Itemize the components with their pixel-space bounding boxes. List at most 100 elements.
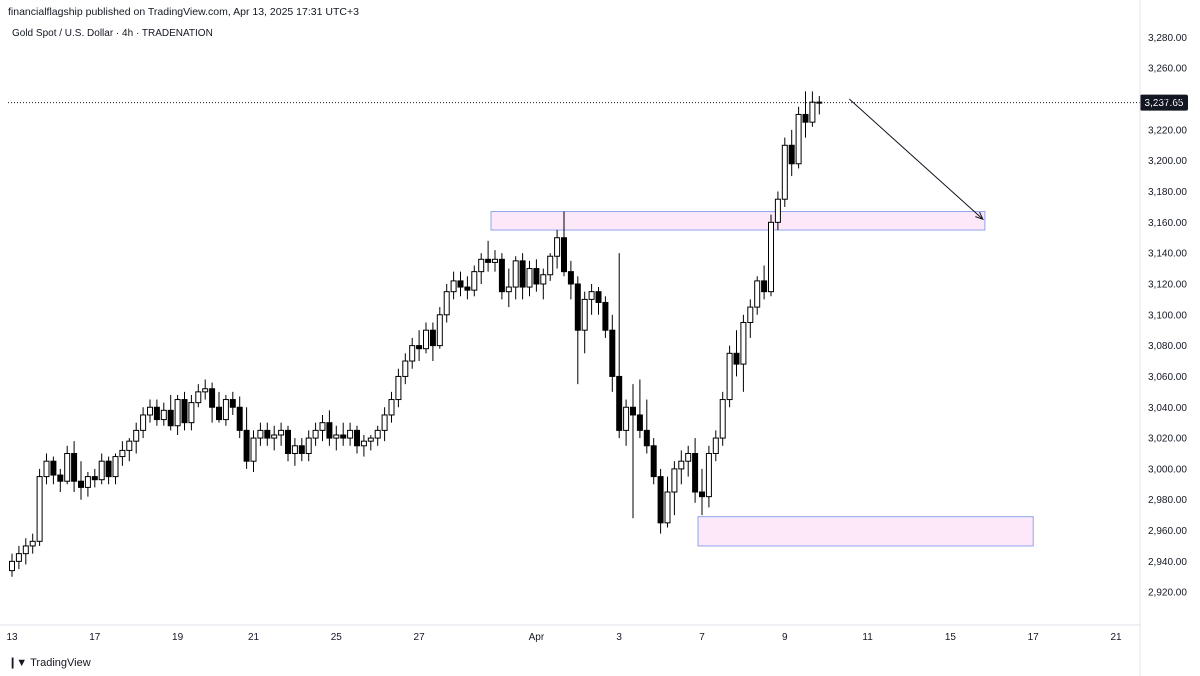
time-tick-label: Apr — [529, 632, 545, 643]
candle-body — [692, 452, 699, 493]
candle-body — [671, 468, 678, 493]
candle-body — [209, 388, 216, 408]
candle-body — [664, 491, 671, 524]
candle-body — [450, 280, 457, 293]
candle-body — [57, 474, 64, 482]
candle-body — [740, 322, 747, 365]
time-tick-label: 21 — [1110, 632, 1122, 643]
price-tick-label: 3,280.00 — [1148, 33, 1187, 44]
last-price-label: 3,237.65 — [1145, 98, 1184, 109]
candle-body — [581, 298, 588, 331]
candle-body — [519, 260, 526, 288]
candle-body — [360, 440, 367, 447]
candle-body — [119, 449, 126, 458]
candle-body — [167, 409, 174, 427]
candle-body — [9, 560, 15, 572]
candle-body — [498, 258, 505, 293]
candle-body — [788, 144, 795, 165]
candle-body — [174, 399, 181, 427]
candle-body — [312, 429, 319, 439]
candle-body — [705, 452, 712, 498]
candle-body — [216, 406, 222, 421]
candle-body — [774, 198, 781, 223]
candle-body — [298, 445, 305, 454]
candle-body — [326, 422, 333, 439]
tradingview-logo-icon: ❙▼ — [8, 657, 27, 669]
candle-body — [643, 429, 650, 447]
price-tick-label: 2,960.00 — [1148, 526, 1187, 537]
candle-body — [733, 352, 740, 365]
candle-body — [84, 476, 91, 488]
candle-body — [402, 360, 409, 377]
candle-body — [15, 553, 22, 562]
price-tick-label: 3,060.00 — [1148, 372, 1187, 383]
candle-body — [650, 445, 657, 478]
candle-body — [602, 301, 609, 331]
candle-body — [781, 144, 788, 200]
candle-body — [36, 476, 43, 542]
candle-body — [98, 460, 105, 481]
candle-body — [374, 429, 381, 439]
symbol-legend: Gold Spot / U.S. Dollar · 4h · TRADENATI… — [12, 28, 213, 39]
candle-body — [567, 271, 574, 285]
candle-body — [768, 221, 774, 293]
price-tick-label: 3,220.00 — [1148, 125, 1187, 136]
candle-body — [485, 258, 492, 263]
candle-body — [809, 101, 816, 123]
tradingview-brand[interactable]: ❙▼ TradingView — [8, 656, 91, 670]
candle-body — [464, 286, 471, 291]
candle-body — [595, 291, 602, 303]
price-tick-label: 2,920.00 — [1148, 588, 1187, 599]
candle-body — [188, 402, 195, 424]
candle-body — [416, 345, 423, 350]
candle-body — [795, 113, 802, 165]
price-tick-label: 3,120.00 — [1148, 279, 1187, 290]
candle-body — [609, 329, 616, 377]
candle-body — [22, 545, 29, 555]
candle-body — [160, 409, 167, 421]
candle-body — [236, 406, 243, 431]
candle-body — [43, 460, 50, 478]
candle-body — [50, 460, 57, 476]
candle-body — [526, 268, 533, 288]
price-tick-label: 3,260.00 — [1148, 64, 1187, 75]
candle-body — [505, 286, 512, 293]
candle-body — [492, 258, 498, 263]
last-price-badge — [1140, 94, 1188, 111]
candle-body — [423, 329, 429, 350]
price-tick-label: 3,140.00 — [1148, 249, 1187, 260]
candle-body — [409, 345, 416, 362]
candle-body — [554, 237, 561, 257]
candle-body — [623, 406, 630, 431]
candle-body — [443, 291, 450, 316]
candle-body — [264, 429, 271, 439]
price-tick-label: 3,200.00 — [1148, 156, 1187, 167]
candle-body — [367, 437, 374, 442]
time-tick-label: 25 — [331, 632, 343, 643]
candle-body — [291, 445, 298, 454]
candle-body — [457, 280, 464, 288]
zones — [490, 211, 1034, 547]
candle-body — [243, 429, 250, 462]
time-tick-label: 15 — [945, 632, 957, 643]
candle-body — [685, 452, 692, 462]
time-tick-label: 11 — [862, 632, 873, 643]
candle-body — [540, 274, 547, 285]
candle-body — [471, 271, 478, 291]
publish-info: financialflagship published on TradingVi… — [8, 6, 359, 18]
price-tick-label: 3,160.00 — [1148, 218, 1187, 229]
overlays: 3,237.65 — [8, 94, 1188, 221]
candle-body — [181, 399, 188, 424]
candle-body — [354, 429, 360, 447]
candle-body — [429, 329, 436, 347]
price-tick-label: 2,940.00 — [1148, 557, 1187, 568]
candle-body — [333, 434, 340, 439]
candle-body — [512, 260, 519, 288]
candle-body — [347, 429, 354, 439]
time-tick-label: 7 — [699, 632, 705, 643]
candle-body — [699, 491, 705, 498]
candle-body — [754, 280, 761, 308]
candle-body — [561, 237, 567, 273]
